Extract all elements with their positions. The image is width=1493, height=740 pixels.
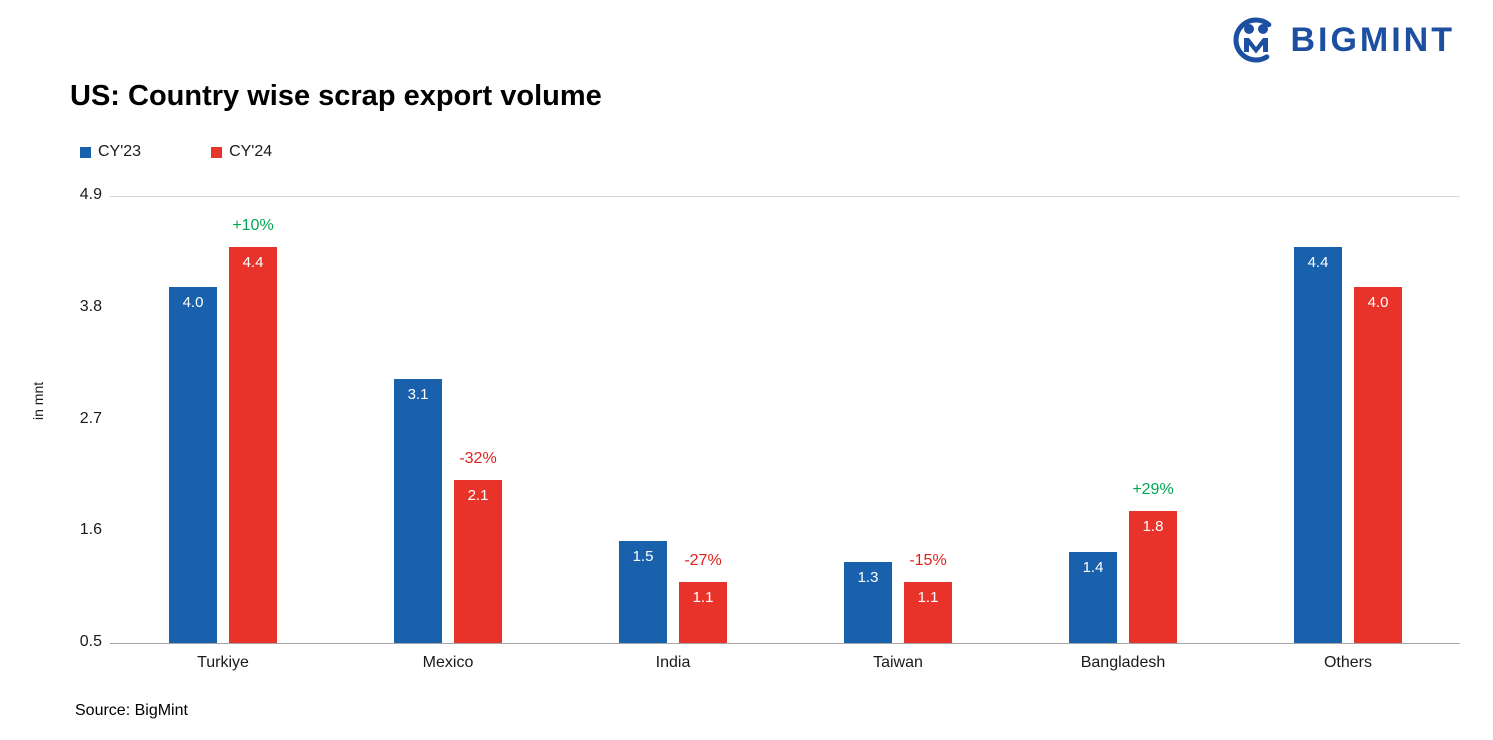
x-category-label: India [655, 654, 691, 671]
legend-item-cy24: CY'24 [211, 143, 272, 161]
bar-cy23-others: 4.4 [1294, 247, 1342, 643]
bar-value-label: 4.4 [242, 254, 264, 271]
bar-value-label: 2.1 [467, 487, 489, 504]
bar-value-label: 4.4 [1307, 254, 1329, 271]
source-note: Source: BigMint [75, 702, 188, 719]
bar-value-label: 1.1 [917, 589, 939, 606]
pct-change-label: -15% [909, 552, 947, 569]
bar-value-label: 1.1 [692, 589, 714, 606]
bar-cy23-mexico: 3.1 [394, 379, 442, 643]
x-category-label: Mexico [422, 654, 474, 671]
x-category-label: Turkiye [197, 654, 249, 671]
legend-swatch-cy24 [211, 146, 223, 158]
x-category-label: Bangladesh [1080, 654, 1166, 671]
bar-cy24-others: 4.0 [1354, 287, 1402, 643]
brand-name: BIGMINT [1290, 20, 1455, 59]
y-tick-label: 4.9 [79, 186, 102, 203]
bar-cy24-turkiye: 4.4 [229, 247, 277, 643]
bar-cy23-india: 1.5 [619, 541, 667, 643]
legend: CY'23 CY'24 [80, 143, 272, 161]
bar-value-label: 1.4 [1082, 559, 1104, 576]
gridline [110, 196, 1460, 197]
bar-cy24-bangladesh: 1.8 [1129, 511, 1177, 643]
pct-change-label: -32% [459, 450, 497, 467]
pct-change-label: +29% [1132, 481, 1174, 498]
y-tick-label: 2.7 [79, 410, 102, 427]
x-category-label: Others [1323, 654, 1372, 671]
y-tick-label: 1.6 [79, 521, 102, 538]
bar-cy23-turkiye: 4.0 [169, 287, 217, 643]
bar-cy23-bangladesh: 1.4 [1069, 552, 1117, 643]
legend-item-cy23: CY'23 [80, 143, 141, 161]
x-category-label: Taiwan [873, 654, 923, 671]
brand-logo: BIGMINT [1232, 16, 1455, 64]
bar-value-label: 3.1 [407, 386, 429, 403]
legend-swatch-cy23 [80, 146, 91, 158]
y-tick-label: 3.8 [79, 298, 102, 315]
bar-value-label: 1.5 [632, 548, 654, 565]
bar-value-label: 1.3 [857, 569, 879, 586]
chart-title: US: Country wise scrap export volume [70, 80, 602, 112]
pct-change-label: +10% [232, 217, 274, 234]
pct-change-label: -27% [684, 552, 722, 569]
bigmint-logo-icon [1233, 17, 1279, 63]
bar-value-label: 1.8 [1142, 518, 1164, 535]
y-tick-label: 0.5 [79, 633, 102, 650]
bar-cy24-india: 1.1 [679, 582, 727, 643]
bar-cy24-mexico: 2.1 [454, 480, 502, 643]
legend-label-cy24: CY'24 [229, 143, 273, 160]
bar-cy24-taiwan: 1.1 [904, 582, 952, 643]
x-axis-line [110, 643, 1460, 644]
bar-value-label: 4.0 [182, 294, 204, 311]
bar-value-label: 4.0 [1367, 294, 1389, 311]
bar-cy23-taiwan: 1.3 [844, 562, 892, 643]
legend-label-cy23: CY'23 [98, 143, 142, 160]
